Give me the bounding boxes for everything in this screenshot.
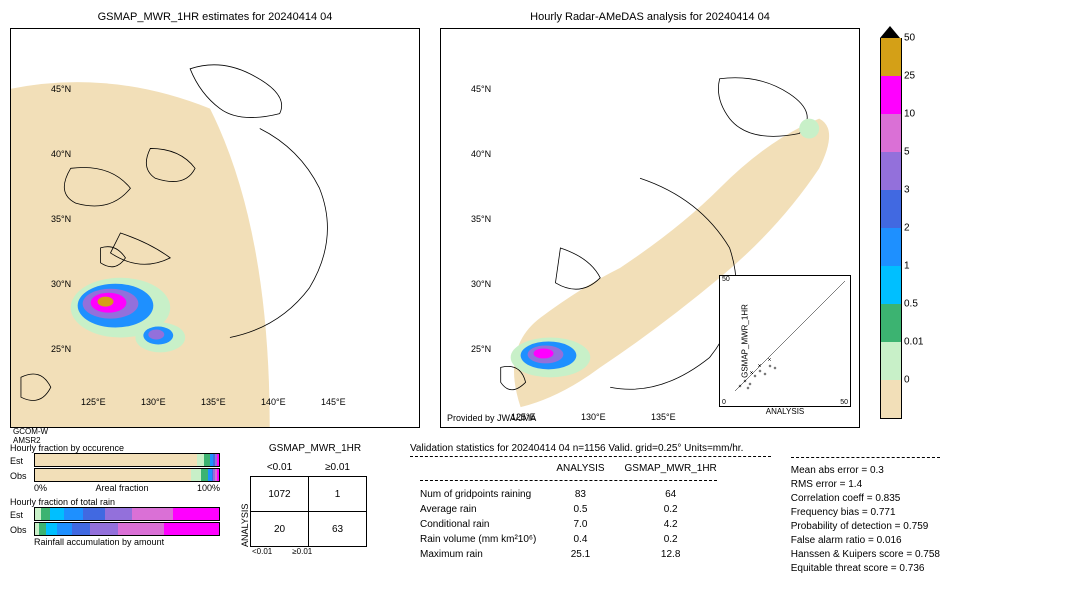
axis-right: 100% [197, 483, 220, 493]
rh0: <0.01 [252, 547, 272, 556]
lon-tick: 140°E [261, 397, 286, 407]
ch0: <0.01 [251, 458, 309, 477]
axis-left: 0% [34, 483, 47, 493]
lon-tick: 130°E [141, 397, 166, 407]
c11: 63 [309, 512, 367, 547]
lat-tick: 30°N [51, 279, 71, 289]
left-map-title: GSMAP_MWR_1HR estimates for 20240414 04 [98, 11, 333, 23]
right-map-panel: Hourly Radar-AMeDAS analysis for 2024041… [440, 28, 860, 428]
axis-title: Areal fraction [95, 483, 148, 493]
lat-tick: 25°N [51, 344, 71, 354]
lat-tick: 40°N [51, 149, 71, 159]
right-map-title: Hourly Radar-AMeDAS analysis for 2024041… [530, 11, 770, 23]
contingency-table: GSMAP_MWR_1HR ANALYSIS <0.01 ≥0.01 1072 … [240, 443, 390, 574]
rain-footer: Rainfall accumulation by amount [10, 537, 220, 547]
lat-tick: 30°N [471, 279, 491, 289]
scatter-xlabel: ANALYSIS [766, 407, 805, 416]
colorbar: 50251053210.50.010 [880, 28, 940, 428]
lat-tick: 25°N [471, 344, 491, 354]
est-label: Est [10, 456, 30, 466]
fraction-block: Hourly fraction by occurence Est Obs 0% … [10, 443, 220, 574]
left-map-panel: GSMAP_MWR_1HR estimates for 20240414 04 … [10, 28, 420, 428]
lat-tick: 35°N [51, 214, 71, 224]
conting-row-label: ANALYSIS [240, 454, 250, 547]
rain-title: Hourly fraction of total rain [10, 497, 220, 507]
obs-label: Obs [10, 525, 30, 535]
ch1: ≥0.01 [309, 458, 367, 477]
lon-tick: 135°E [651, 412, 676, 422]
sensor-label: GCOM-W AMSR2 [13, 427, 48, 445]
lat-tick: 35°N [471, 214, 491, 224]
validation-stats: Validation statistics for 20240414 04 n=… [410, 443, 940, 574]
lon-tick: 135°E [201, 397, 226, 407]
c10: 20 [251, 512, 309, 547]
c01: 1 [309, 477, 367, 512]
lat-tick: 45°N [471, 84, 491, 94]
lon-tick: 125°E [81, 397, 106, 407]
lon-tick: 145°E [321, 397, 346, 407]
left-map-svg [11, 29, 419, 427]
lon-tick: 130°E [581, 412, 606, 422]
lat-tick: 40°N [471, 149, 491, 159]
obs-label: Obs [10, 471, 30, 481]
conting-col-label: GSMAP_MWR_1HR [240, 443, 390, 454]
c00: 1072 [251, 477, 309, 512]
lat-tick: 45°N [51, 84, 71, 94]
rh1: ≥0.01 [292, 547, 312, 556]
provider-label: Provided by JWA/JMA [447, 413, 536, 423]
est-label: Est [10, 510, 30, 520]
scatter-inset: ANALYSIS GSMAP_MWR_1HR 0 50 50 [719, 275, 851, 407]
validation-title: Validation statistics for 20240414 04 n=… [410, 443, 771, 454]
scatter-ylabel: GSMAP_MWR_1HR [740, 304, 749, 378]
